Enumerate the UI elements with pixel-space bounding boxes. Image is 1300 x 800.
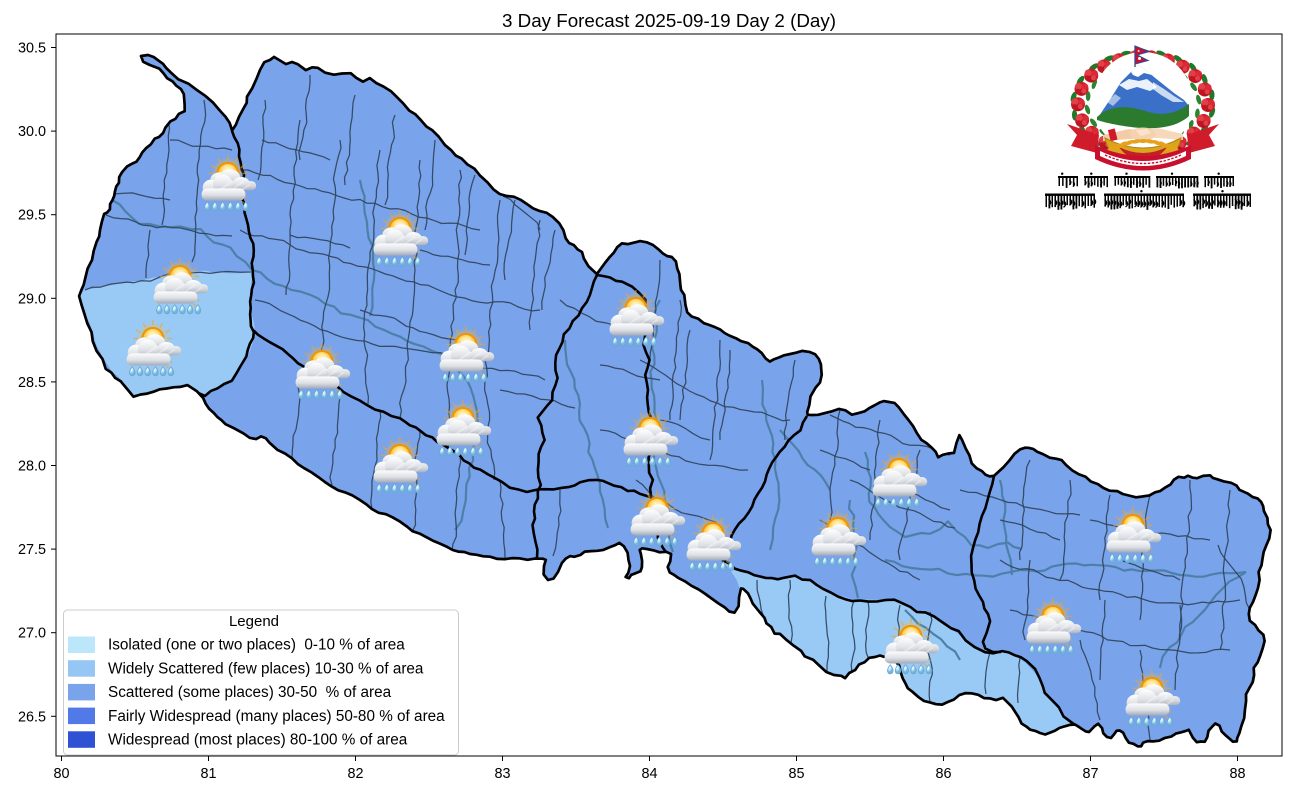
svg-text:Scattered (some places) 30-50: Scattered (some places) 30-50 % of area bbox=[108, 684, 392, 701]
svg-text:27.0: 27.0 bbox=[18, 626, 46, 642]
svg-text:81: 81 bbox=[200, 766, 216, 782]
svg-text:30.5: 30.5 bbox=[18, 41, 46, 57]
svg-text:87: 87 bbox=[1082, 766, 1098, 782]
svg-text:26.5: 26.5 bbox=[18, 709, 46, 725]
svg-text:88: 88 bbox=[1229, 766, 1245, 782]
svg-text:Widespread (most places) 80-10: Widespread (most places) 80-100 % of are… bbox=[108, 732, 408, 749]
svg-text:29.5: 29.5 bbox=[18, 208, 46, 224]
svg-text:84: 84 bbox=[641, 766, 657, 782]
svg-text:Legend: Legend bbox=[229, 613, 279, 630]
svg-text:86: 86 bbox=[935, 766, 951, 782]
svg-text:85: 85 bbox=[788, 766, 804, 782]
svg-text:80: 80 bbox=[53, 766, 69, 782]
svg-text:Isolated (one or two places): Isolated (one or two places) 0-10 % of a… bbox=[108, 637, 405, 654]
svg-text:Widely Scattered (few places): Widely Scattered (few places) 10-30 % of… bbox=[108, 660, 424, 677]
svg-text:27.5: 27.5 bbox=[18, 542, 46, 558]
svg-text:82: 82 bbox=[347, 766, 363, 782]
svg-text:28.0: 28.0 bbox=[18, 459, 46, 475]
svg-text:30.0: 30.0 bbox=[18, 124, 46, 140]
svg-text:Fairly Widespread (many places: Fairly Widespread (many places) 50-80 % … bbox=[108, 708, 445, 725]
svg-text:83: 83 bbox=[494, 766, 510, 782]
svg-text:29.0: 29.0 bbox=[18, 291, 46, 307]
svg-text:28.5: 28.5 bbox=[18, 375, 46, 391]
